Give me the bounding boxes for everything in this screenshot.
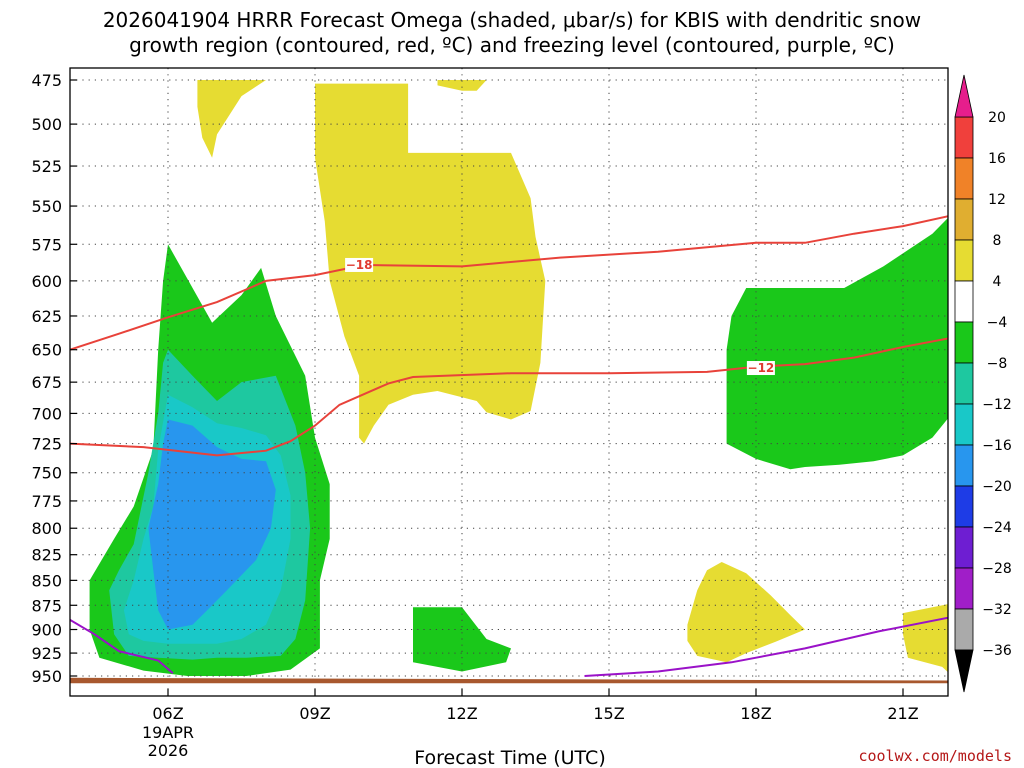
colorbar-label: −16 <box>982 438 1012 454</box>
colorbar-label: 20 <box>988 110 1006 126</box>
colorbar-label: −12 <box>982 397 1012 413</box>
y-tick-label: 550 <box>31 197 62 216</box>
contour-layer: −18 −12 <box>70 215 948 677</box>
chart-title-line-2: growth region (contoured, red, ºC) and f… <box>129 33 895 57</box>
y-tick-label: 825 <box>31 546 62 565</box>
y-tick-label: 700 <box>31 404 62 423</box>
contour-label-1: −12 <box>748 361 775 375</box>
colorbar-segment <box>954 116 974 159</box>
colorbar-label: 12 <box>988 192 1006 208</box>
colorbar-segment <box>954 403 974 446</box>
omega-region-2 <box>437 80 487 91</box>
contour-label-bg <box>345 257 374 272</box>
omega-region-3 <box>687 562 805 663</box>
colorbar-label: −8 <box>987 356 1008 372</box>
y-tick-label: 525 <box>31 157 62 176</box>
colorbar-segment <box>954 157 974 200</box>
colorbar-segment <box>954 444 974 487</box>
colorbar-label: −28 <box>982 561 1012 577</box>
y-axis-ticks: 475 500 525 550 575 600 625 650 675 700 725 750 775 8… <box>31 71 77 686</box>
credit-text: coolwx.com/models <box>858 747 1012 765</box>
colorbar-label: −4 <box>987 315 1008 331</box>
chart-title-line-1: 2026041904 HRRR Forecast Omega (shaded, … <box>103 8 921 32</box>
y-tick-label: 950 <box>31 667 62 686</box>
colorbar-label: 4 <box>993 274 1002 290</box>
colorbar-segment <box>954 362 974 405</box>
dendritic-contour-0 <box>70 215 948 351</box>
omega-region-4 <box>903 604 948 673</box>
x-tick-label: 15Z <box>593 704 624 723</box>
y-tick-label: 925 <box>31 644 62 663</box>
omega-region-6 <box>726 217 948 470</box>
y-tick-label: 625 <box>31 307 62 326</box>
colorbar-label: −24 <box>982 520 1012 536</box>
colorbar-label: −36 <box>982 643 1012 659</box>
y-tick-label: 875 <box>31 596 62 615</box>
y-tick-label: 775 <box>31 492 62 511</box>
y-tick-label: 800 <box>31 519 62 538</box>
colorbar-label: −32 <box>982 602 1012 618</box>
colorbar-segment <box>954 526 974 569</box>
y-tick-label: 750 <box>31 464 62 483</box>
x-tick-label: 18Z <box>740 704 771 723</box>
colorbar-segment <box>954 485 974 528</box>
x-axis-label: Forecast Time (UTC) <box>414 747 605 768</box>
y-tick-label: 725 <box>31 435 62 454</box>
colorbar-segment <box>954 280 974 323</box>
x-tick-sublabel: 2026 <box>148 741 189 760</box>
colorbar-top-arrow <box>954 74 974 118</box>
colorbar-label: −20 <box>982 479 1012 495</box>
colorbar-segment <box>954 239 974 282</box>
x-tick-label: 21Z <box>887 704 918 723</box>
x-tick-label: 12Z <box>446 704 477 723</box>
grid-layer <box>70 68 948 696</box>
x-tick-label: 09Z <box>299 704 330 723</box>
omega-region-0 <box>197 80 266 158</box>
omega-region-10 <box>148 419 276 630</box>
y-tick-label: 475 <box>31 71 62 90</box>
omega-region-1 <box>315 83 546 444</box>
colorbar: 20 16 12 8 4 −4 −8 −12 −16 −20 −24 −28 −32 −36 <box>954 74 1012 693</box>
colorbar-segment <box>954 321 974 364</box>
y-tick-label: 600 <box>31 272 62 291</box>
colorbar-label: 16 <box>988 151 1006 167</box>
colorbar-segment <box>954 608 974 651</box>
y-tick-label: 675 <box>31 373 62 392</box>
colorbar-label: 8 <box>993 233 1002 249</box>
colorbar-segment <box>954 198 974 241</box>
y-tick-label: 850 <box>31 571 62 590</box>
contour-label-bg <box>746 361 775 376</box>
dendritic-contour-1 <box>70 337 948 457</box>
contour-label-0: −18 <box>346 258 373 272</box>
y-tick-label: 650 <box>31 341 62 360</box>
freezing-level-contour-0 <box>70 619 174 675</box>
y-tick-label: 500 <box>31 115 62 134</box>
terrain-surface <box>70 677 948 684</box>
terrain-layer <box>70 677 948 684</box>
y-tick-label: 900 <box>31 621 62 640</box>
colorbar-segment <box>954 567 974 610</box>
colorbar-bottom-arrow <box>954 649 974 693</box>
y-tick-label: 575 <box>31 235 62 254</box>
x-tick-label: 06Z <box>152 704 183 723</box>
freezing-level-contour-1 <box>584 616 948 677</box>
x-tick-sublabel: 19APR <box>142 723 194 742</box>
